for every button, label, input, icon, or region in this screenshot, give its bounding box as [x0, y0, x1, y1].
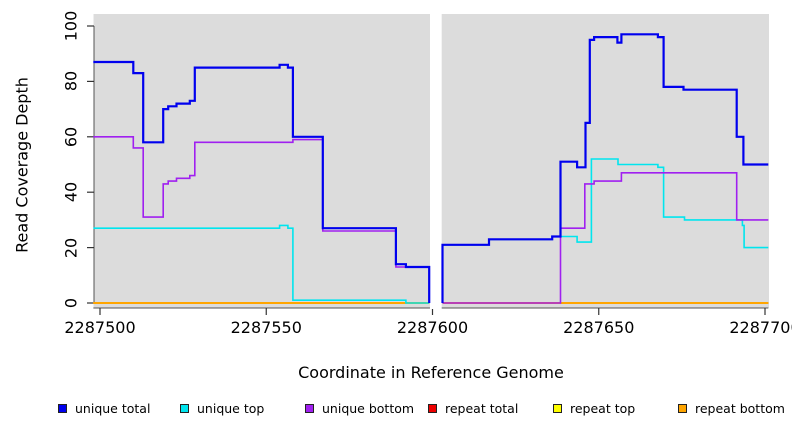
y-tick-label: 100 — [61, 10, 81, 42]
legend-item-repeat-total: repeat total — [428, 400, 518, 416]
legend-swatch — [553, 403, 562, 413]
y-tick-label: 60 — [61, 126, 81, 147]
series-line-unique-bottom — [442, 172, 769, 304]
series-line-unique-total — [93, 60, 431, 303]
legend-item-repeat-top: repeat top — [553, 400, 635, 416]
y-tick-label: 40 — [61, 182, 81, 203]
y-tick-label: 20 — [61, 237, 81, 258]
series-line-unique-top — [93, 224, 430, 304]
legend-swatch — [428, 403, 437, 413]
legend-item-repeat-bottom: repeat bottom — [678, 400, 785, 416]
x-tick-label: 2287600 — [396, 318, 469, 337]
legend-item-unique-total: unique total — [58, 400, 150, 416]
x-tick-label: 2287550 — [230, 318, 302, 337]
x-tick-label: 2287500 — [64, 318, 136, 337]
x-tick-label: 2287650 — [563, 318, 635, 337]
legend-label: repeat top — [570, 400, 636, 416]
legend-item-unique-bottom: unique bottom — [305, 400, 414, 416]
legend-swatch — [180, 403, 189, 413]
legend-label: unique bottom — [322, 400, 415, 416]
series-line-unique-bottom — [93, 136, 431, 303]
legend-label: repeat bottom — [695, 400, 785, 416]
gap-band — [429, 13, 442, 309]
legend-label: unique total — [75, 400, 151, 416]
y-tick-label: 0 — [61, 297, 81, 309]
legend-swatch — [678, 403, 687, 413]
legend-label: repeat total — [445, 400, 519, 416]
legend-swatch — [58, 403, 67, 413]
x-tick-label: 2287700 — [729, 318, 792, 337]
x-axis-title: Coordinate in Reference Genome — [298, 363, 564, 382]
series-line-unique-total — [441, 33, 769, 303]
legend-label: unique top — [197, 400, 265, 416]
y-tick-label: 80 — [61, 71, 81, 92]
legend-swatch — [305, 403, 314, 413]
legend-item-unique-top: unique top — [180, 400, 264, 416]
y-axis-title: Read Coverage Depth — [12, 77, 32, 253]
